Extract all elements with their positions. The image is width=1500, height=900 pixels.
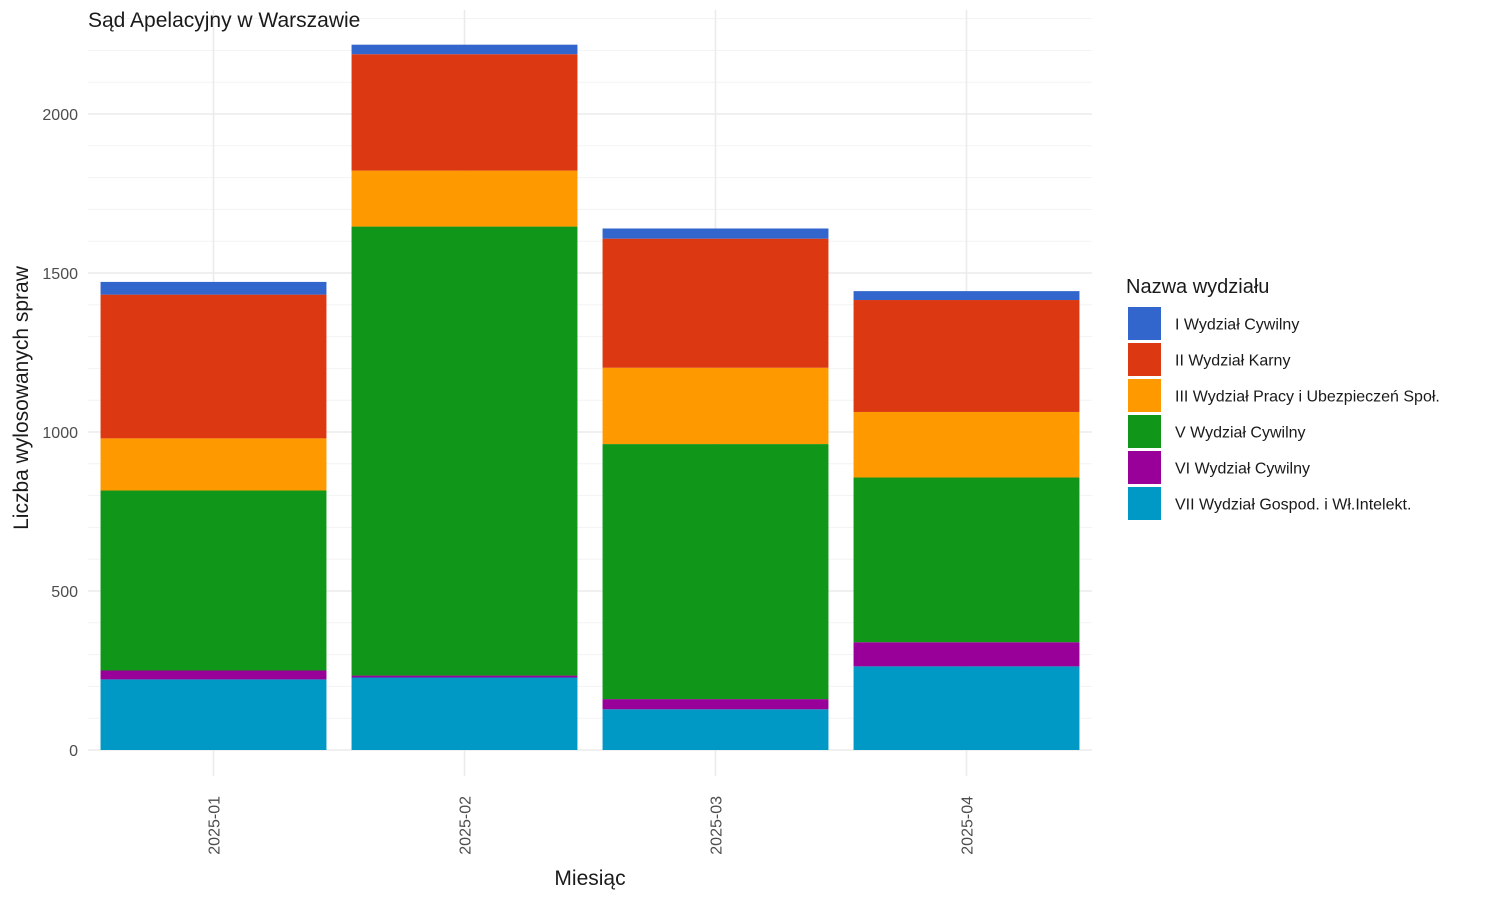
bar-segment [351,170,578,227]
bar-segment [351,44,578,55]
x-tick-label: 2025-03 [709,796,726,855]
bar-segment [602,238,829,368]
y-tick-label: 0 [69,743,78,760]
y-tick-labels: 0 500 1000 1500 2000 [42,107,78,760]
x-tick-labels: 2025-01 2025-02 2025-03 2025-04 [207,796,977,855]
bar-segment [602,367,829,445]
bar-segment [853,642,1080,667]
bar-segment [853,477,1080,643]
bar-segment [351,54,578,171]
bar-segment [351,675,578,678]
bar-segment [602,444,829,700]
bar-segment [351,226,578,676]
bar-segment [100,679,327,750]
y-tick-label: 500 [51,584,78,601]
bar-segment [853,411,1080,478]
legend-key [1128,451,1161,484]
legend-label: III Wydział Pracy i Ubezpieczeń Społ. [1175,389,1440,406]
bar-segment [853,291,1080,301]
legend: Nazwa wydziału I Wydział Cywilny II Wydzi… [1126,276,1440,520]
bar-segment [100,670,327,680]
x-tick-label: 2025-04 [960,796,977,855]
legend-title: Nazwa wydziału [1126,276,1269,298]
legend-label: I Wydział Cywilny [1175,317,1299,334]
chart-title: Sąd Apelacyjny w Warszawie [88,9,360,32]
y-tick-label: 2000 [42,107,78,124]
y-tick-label: 1000 [42,425,78,442]
legend-key [1128,487,1161,520]
bar-segment [853,300,1080,412]
bar-segment [100,438,327,491]
legend-key [1128,415,1161,448]
bar-segment [100,281,327,295]
legend-key [1128,343,1161,376]
legend-key [1128,307,1161,340]
legend-key [1128,379,1161,412]
bar-segment [853,666,1080,750]
x-axis-title: Miesiąc [554,867,625,890]
legend-label: V Wydział Cywilny [1175,425,1306,442]
x-tick-label: 2025-01 [207,796,224,855]
bar-segment [602,228,829,239]
y-axis-title: Liczba wylosowanych spraw [10,265,33,530]
legend-label: VI Wydział Cywilny [1175,461,1310,478]
bar-segment [602,709,829,750]
legend-label: VII Wydział Gospod. i Wł.Intelekt. [1175,497,1411,514]
legend-label: II Wydział Karny [1175,353,1290,370]
y-tick-label: 1500 [42,266,78,283]
bar-segment [351,677,578,750]
bar-segment [602,699,829,710]
bar-segment [100,490,327,671]
bars [100,44,1080,750]
x-tick-label: 2025-02 [458,796,475,855]
bar-segment [100,294,327,439]
